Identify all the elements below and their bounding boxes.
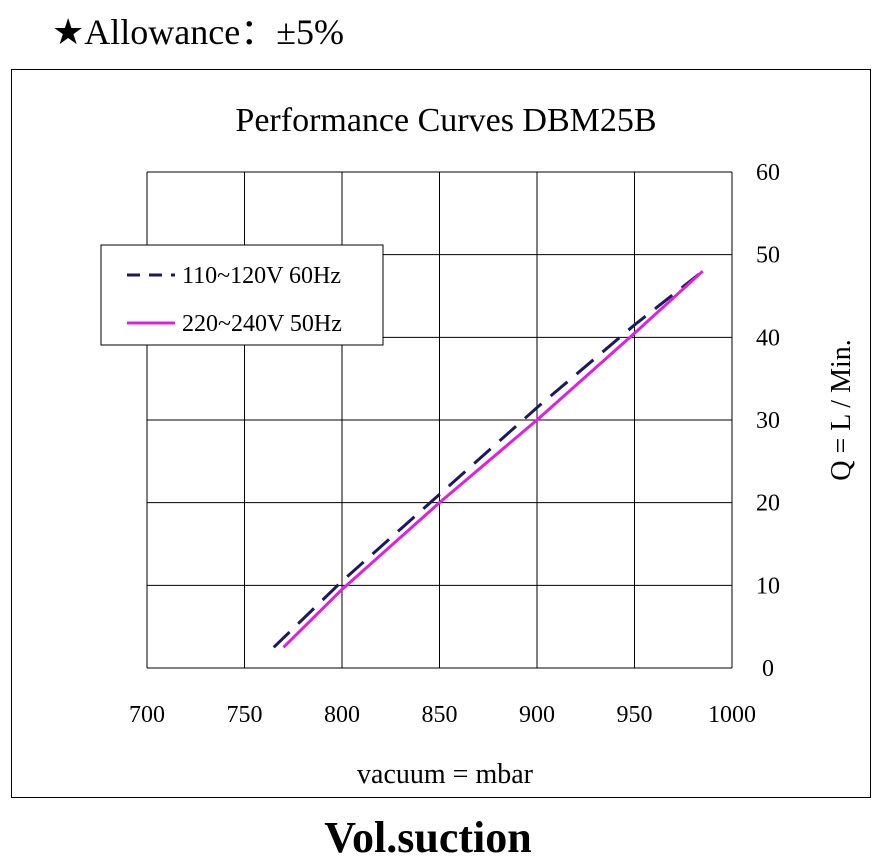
series-lines — [272, 270, 704, 649]
x-tick-label: 1000 — [708, 702, 756, 728]
legend-label-dashed: 110~120V 60Hz — [182, 263, 341, 289]
chart-title: Performance Curves DBM25B — [235, 102, 656, 139]
x-tick-label: 950 — [617, 702, 653, 728]
performance-chart: Performance Curves DBM25B 700 750 800 850 90… — [100, 102, 857, 790]
x-tick-labels: 700 750 800 850 900 950 1000 — [129, 702, 756, 728]
y-tick-labels: 0 10 20 30 40 50 60 — [756, 160, 780, 682]
caption: Vol.suction — [324, 813, 532, 862]
y-tick-label: 60 — [756, 160, 780, 186]
y-tick-label: 0 — [762, 656, 774, 682]
legend: 110~120V 60Hz 220~240V 50Hz — [100, 244, 384, 346]
x-tick-label: 900 — [519, 702, 555, 728]
y-tick-label: 20 — [756, 491, 780, 517]
chart-frame: Performance Curves DBM25B 700 750 800 850 90… — [11, 69, 871, 798]
x-tick-label: 850 — [422, 702, 458, 728]
series-line-solid — [282, 270, 704, 649]
x-axis-label: vacuum = mbar — [357, 759, 534, 790]
x-tick-label: 800 — [324, 702, 360, 728]
y-tick-label: 10 — [756, 573, 780, 599]
series-line-dashed — [272, 270, 704, 649]
x-tick-label: 700 — [129, 702, 165, 728]
allowance-note: ★Allowance：±5% — [52, 12, 344, 52]
y-tick-label: 40 — [756, 325, 780, 351]
x-tick-label: 750 — [227, 702, 263, 728]
y-tick-label: 50 — [756, 243, 780, 269]
y-axis-label: Q = L / Min. — [826, 339, 857, 481]
legend-label-solid: 220~240V 50Hz — [182, 311, 342, 337]
y-tick-label: 30 — [756, 408, 780, 434]
legend-box — [100, 244, 384, 346]
